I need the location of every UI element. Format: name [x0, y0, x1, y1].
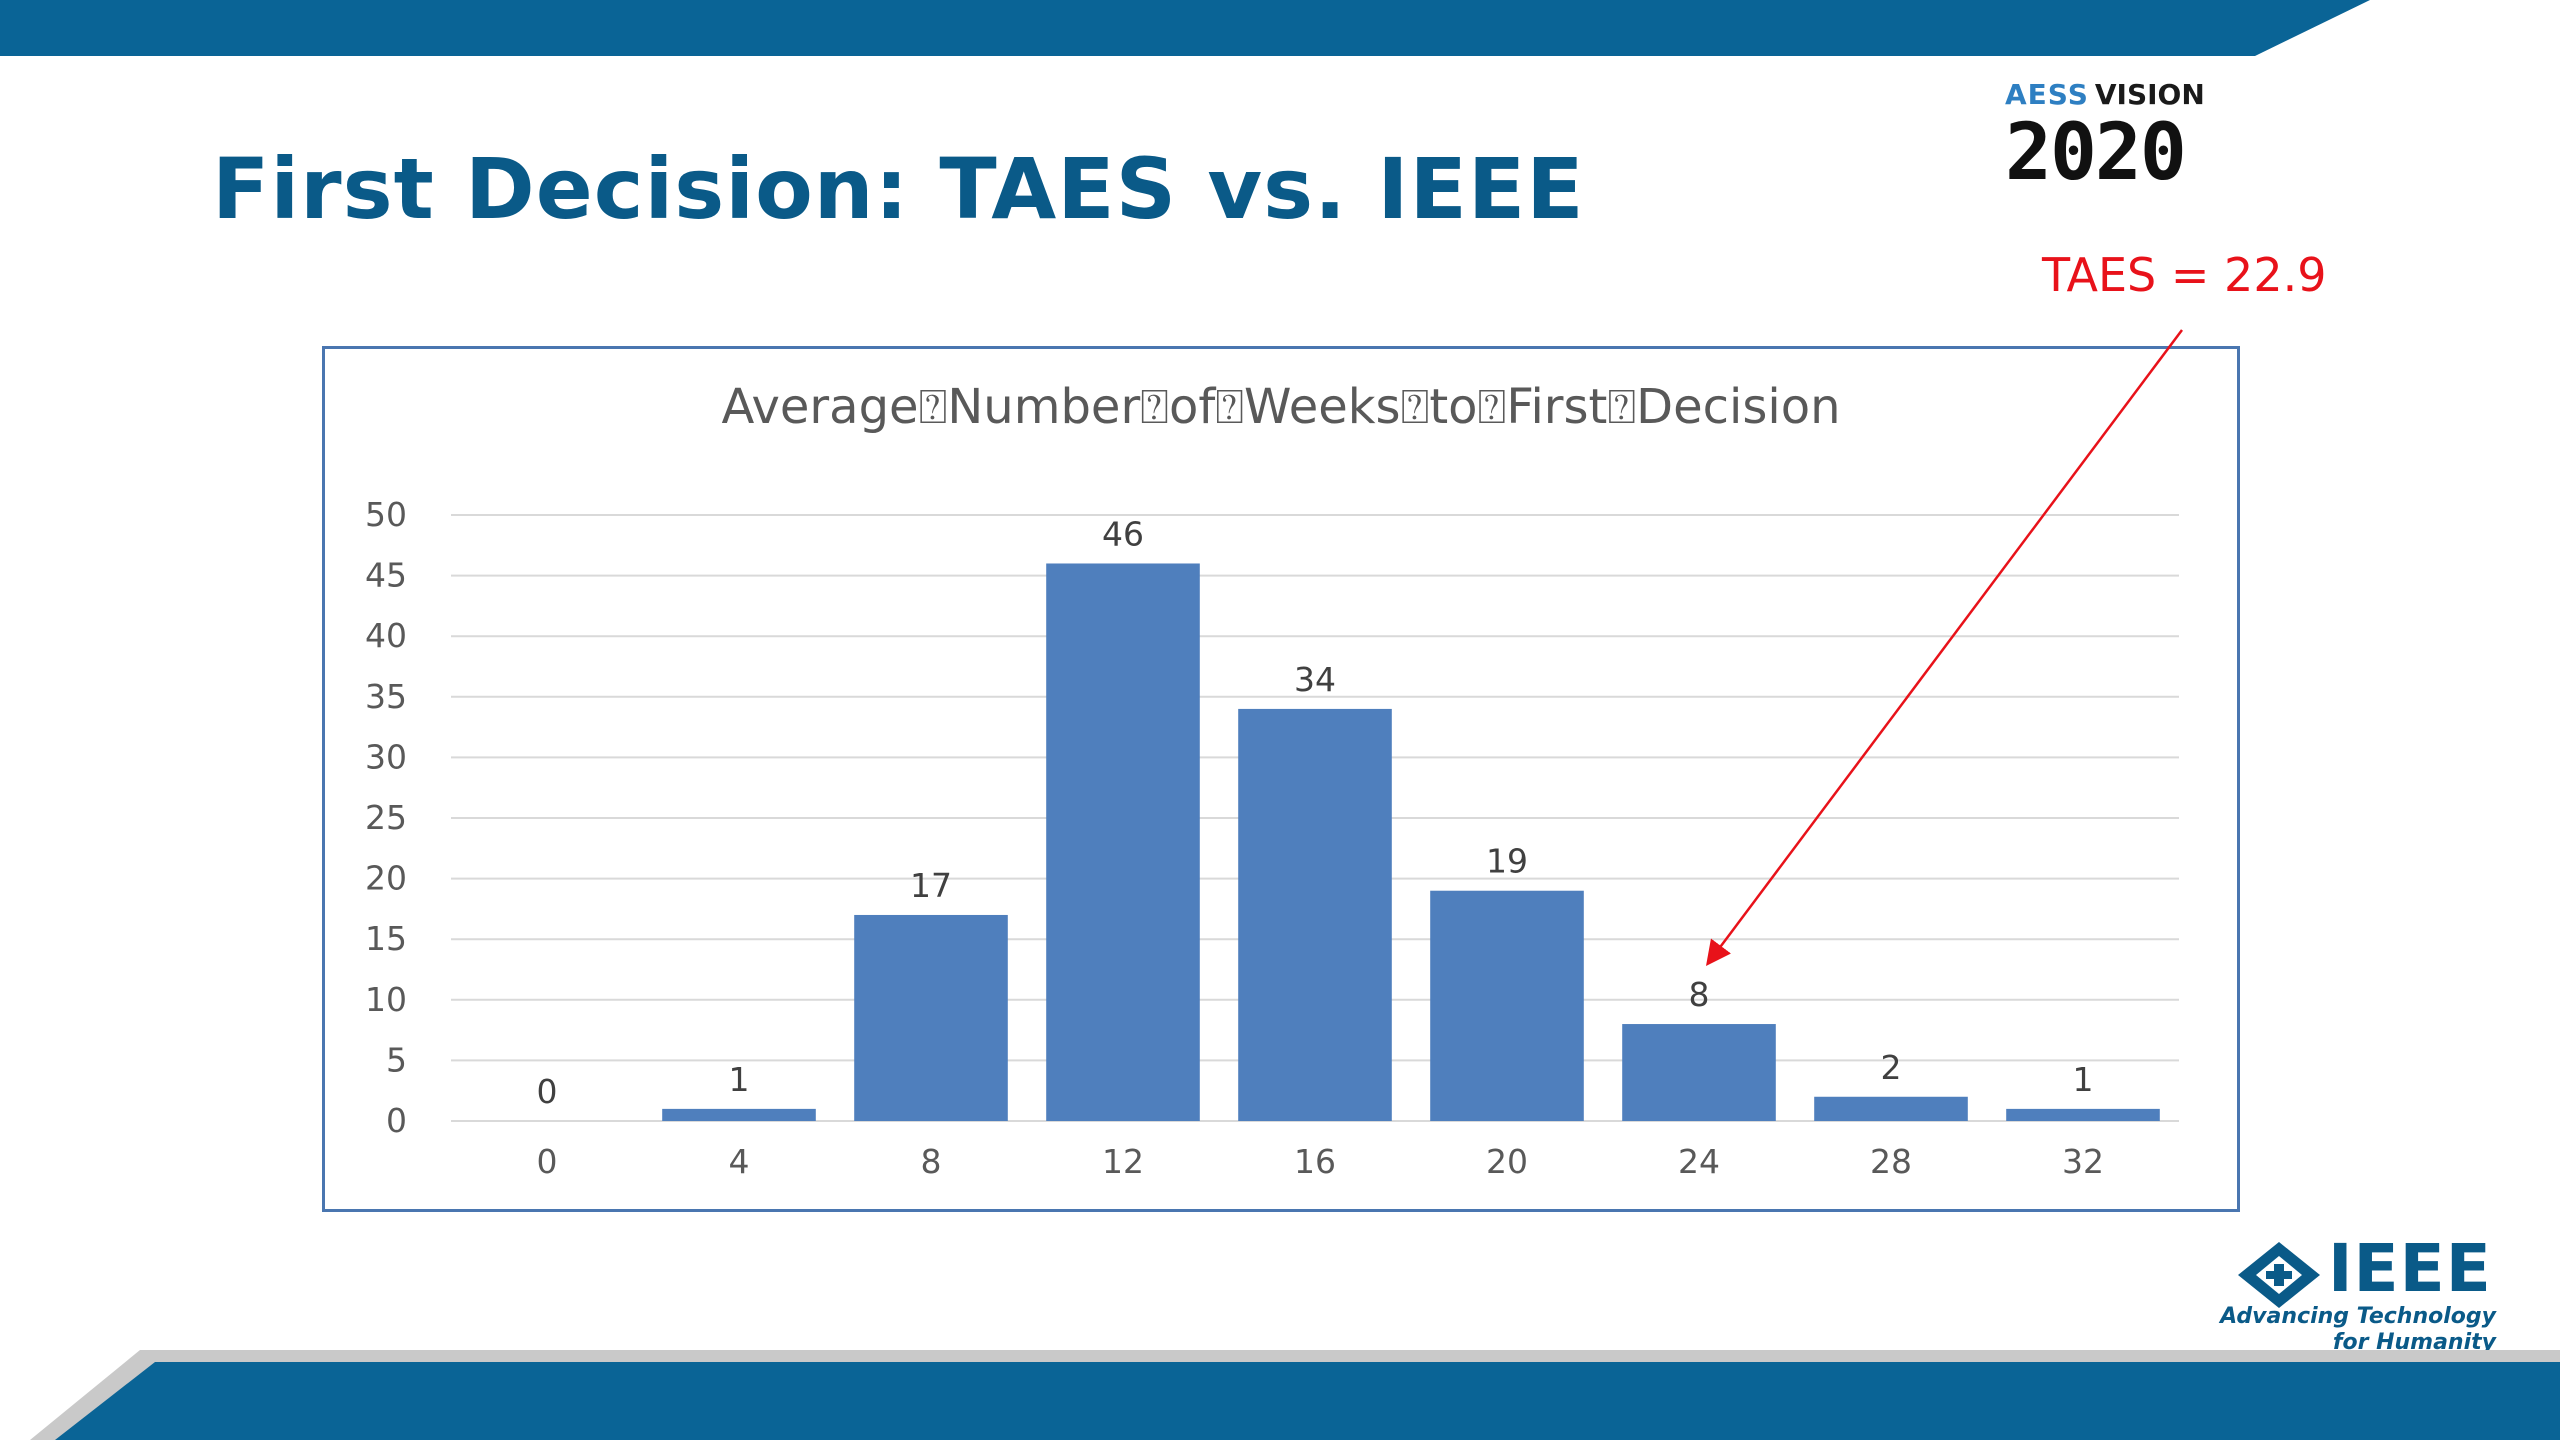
ieee-tagline-line1: Advancing Technology	[2220, 1304, 2496, 1329]
aess-logo-word: VISION	[2094, 78, 2205, 111]
data-label-24: 8	[1689, 975, 1710, 1014]
data-label-4: 1	[729, 1060, 750, 1099]
x-tick-label: 28	[1870, 1142, 1912, 1181]
data-label-0: 0	[537, 1072, 558, 1111]
x-axis-ticks: 0 4 8 12 16 20 24 28 32	[537, 1142, 2105, 1181]
ieee-diamond-icon	[2238, 1242, 2320, 1308]
taes-callout-label: TAES = 22.9	[2042, 248, 2327, 302]
bar-32	[2006, 1108, 2160, 1121]
bar-20	[1430, 890, 1584, 1121]
y-tick-label: 30	[365, 737, 407, 776]
bar-12	[1046, 563, 1200, 1121]
aess-logo-letters: AESS	[2005, 78, 2089, 111]
x-tick-label: 4	[729, 1142, 750, 1181]
x-tick-label: 12	[1102, 1142, 1144, 1181]
bar-8	[854, 914, 1008, 1121]
data-labels: 0 1 17 46 34 19 8 2 1	[537, 514, 2094, 1111]
y-axis-ticks: 0 5 10 15 20 25 30 35 40 45 50	[365, 495, 407, 1140]
y-tick-label: 40	[365, 616, 407, 655]
y-tick-label: 15	[365, 919, 407, 958]
y-tick-label: 5	[386, 1040, 407, 1079]
bar-4	[662, 1108, 816, 1121]
y-tick-label: 0	[386, 1101, 407, 1140]
bar-28	[1814, 1096, 1968, 1121]
bar-16	[1238, 708, 1392, 1121]
y-tick-label: 20	[365, 859, 407, 898]
x-tick-label: 16	[1294, 1142, 1336, 1181]
x-tick-label: 0	[537, 1142, 558, 1181]
ieee-logo-word: IEEE	[2328, 1230, 2492, 1307]
x-tick-label: 20	[1486, 1142, 1528, 1181]
y-tick-label: 50	[365, 495, 407, 534]
data-label-32: 1	[2073, 1060, 2094, 1099]
bars	[662, 563, 2160, 1121]
x-tick-label: 8	[921, 1142, 942, 1181]
y-tick-label: 45	[365, 556, 407, 595]
data-label-20: 19	[1486, 842, 1528, 881]
chart-title: Average⍰Number⍰of⍰Weeks⍰to⍰First⍰Decisio…	[721, 379, 1840, 435]
chart-frame: Average⍰Number⍰of⍰Weeks⍰to⍰First⍰Decisio…	[322, 346, 2240, 1212]
data-label-12: 46	[1102, 514, 1144, 553]
y-tick-label: 10	[365, 980, 407, 1019]
x-tick-label: 32	[2062, 1142, 2104, 1181]
bottom-banner	[30, 1350, 2560, 1440]
data-label-8: 17	[910, 866, 952, 905]
aess-logo-year: 2020	[2005, 108, 2187, 198]
bar-chart: Average⍰Number⍰of⍰Weeks⍰to⍰First⍰Decisio…	[365, 379, 2179, 1181]
top-banner	[0, 0, 2370, 56]
data-label-28: 2	[1881, 1048, 1902, 1087]
ieee-logo: IEEE Advancing Technology for Humanity	[2220, 1230, 2496, 1356]
data-label-16: 34	[1294, 660, 1336, 699]
aess-vision-logo: AESS VISION 2020	[2005, 72, 2225, 198]
bar-24	[1622, 1024, 1776, 1121]
slide-title: First Decision: TAES vs. IEEE	[212, 140, 1585, 238]
x-tick-label: 24	[1678, 1142, 1720, 1181]
y-tick-label: 25	[365, 798, 407, 837]
y-tick-label: 35	[365, 677, 407, 716]
